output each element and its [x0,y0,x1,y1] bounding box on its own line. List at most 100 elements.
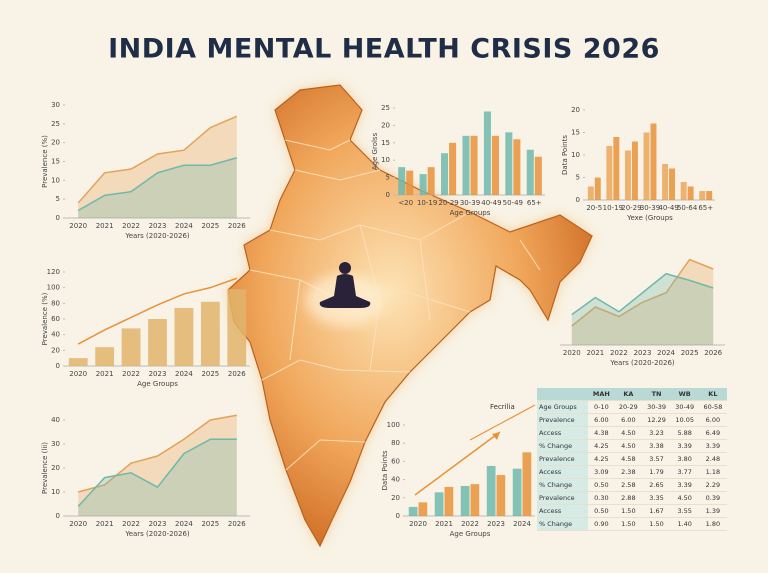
y-tick-label: 20 [51,464,60,472]
y-tick-label: 0 [56,362,60,370]
table-cell: 4.58 [614,452,643,466]
table-cell: TN [642,388,671,401]
table-cell: 6.49 [698,426,727,440]
table-cell: 3.39 [698,439,727,453]
table-row: Access 3.09 2.38 1.79 3.77 1.18 [537,465,727,479]
area-fill [78,439,237,516]
bar [462,135,470,195]
x-axis-label: Age Groups [137,380,178,388]
table-cell: 0.30 [588,491,615,505]
x-tick-label: 65+ [527,199,542,207]
x-tick-label: 2026 [228,370,246,378]
bar [427,167,435,195]
table-cell: Age Groups [537,400,589,414]
table-cell: 6.00 [698,413,727,427]
table-cell: 0.39 [698,491,727,505]
bar [406,170,414,195]
bar [624,150,631,200]
y-axis-label: Data Points [381,450,389,490]
table-cell: 20-29 [614,400,643,414]
bar [606,146,613,200]
mini-chart: 2020 2021 2022 2023 2024 2025 2026 Years (2020-… [560,258,725,367]
series-line [77,438,237,507]
table-cell: 0-10 [588,400,615,414]
bar [534,156,542,195]
table-cell: 3.55 [670,504,699,518]
meditating-figure [319,262,371,308]
table-cell: 4.50 [670,491,699,505]
x-tick-label: 2026 [704,349,722,357]
x-tick-label: 50-49 [503,199,523,207]
y-tick-label: 0 [576,196,580,204]
y-tick-label: 80 [51,299,60,307]
bar [418,502,428,516]
y-axis-label: Prevalence (%) [41,292,49,345]
table-cell: 0.50 [588,478,615,492]
table-side-label: Fecrilia [490,403,515,411]
x-tick-label: 2022 [610,349,628,357]
x-tick-label: 2026 [228,520,246,528]
y-tick-label: 0 [396,512,400,520]
x-tick-label: 2025 [201,520,219,528]
bar [526,149,534,195]
y-tick-label: 15 [51,158,60,166]
table-row: Prevalence 4.25 4.58 3.57 3.80 2.48 [537,452,727,466]
bar [408,506,418,516]
x-tick-label: 2020 [409,520,427,528]
table-cell: 2.38 [614,465,643,479]
bar [669,168,676,200]
area-fill [78,157,237,218]
bar [706,191,713,200]
bar [512,468,522,516]
table-cell: 2.65 [642,478,671,492]
table-cell: 4.25 [588,439,615,453]
y-tick-label: 20 [51,139,60,147]
mini-chart: 0 20 40 60 80 100 120 2020 2021 2022 2023 2024 2025 2… [41,268,250,388]
y-tick-label: 10 [51,176,60,184]
table-row: % Change 4.25 4.50 3.38 3.39 3.39 [537,439,727,453]
table-row: Prevalence 6.00 6.00 12.29 10.05 6.00 [537,413,727,427]
bar [662,164,669,200]
bar [460,485,470,516]
y-tick-label: 60 [391,457,400,465]
bar [643,132,650,200]
y-tick-label: 10 [571,151,580,159]
series-line [77,115,238,204]
x-tick-label: 2021 [586,349,604,357]
table-cell: 3.38 [642,439,671,453]
y-tick-label: 5 [56,195,60,203]
bar [68,358,88,366]
x-axis-label: Yexe (Groups [626,214,673,222]
x-tick-label: 2021 [96,222,114,230]
y-tick-label: 100 [47,284,60,292]
y-tick-label: 15 [381,139,390,147]
table-cell: 3.57 [642,452,671,466]
x-tick-label: 2026 [228,222,246,230]
table-cell: 3.35 [642,491,671,505]
bar [174,308,194,366]
series-line [571,258,714,327]
table-cell: 3.80 [670,452,699,466]
table-cell: Access [537,504,589,518]
x-tick-label: 2025 [201,370,219,378]
bar [594,177,601,200]
table-cell: 2.48 [698,452,727,466]
x-tick-label: 10-19 [603,204,623,212]
table-cell: % Change [537,478,589,492]
table-cell: 30-49 [670,400,699,414]
x-axis-label: Years (2020-2026) [609,359,675,367]
mini-chart: 0 20 40 60 80 100 2020 2021 2022 2023 2024 Data Poi… [381,421,535,538]
y-tick-label: 10 [381,156,390,164]
y-tick-label: 5 [386,174,390,182]
table-cell: 5.88 [670,426,699,440]
y-tick-label: 40 [391,476,400,484]
table-cell: 1.67 [642,504,671,518]
y-tick-label: 60 [51,315,60,323]
x-tick-label: <20 [398,199,413,207]
bar [121,328,141,366]
bar [148,319,167,366]
table-cell: MAH [588,388,615,401]
x-tick-label: 2024 [175,370,193,378]
